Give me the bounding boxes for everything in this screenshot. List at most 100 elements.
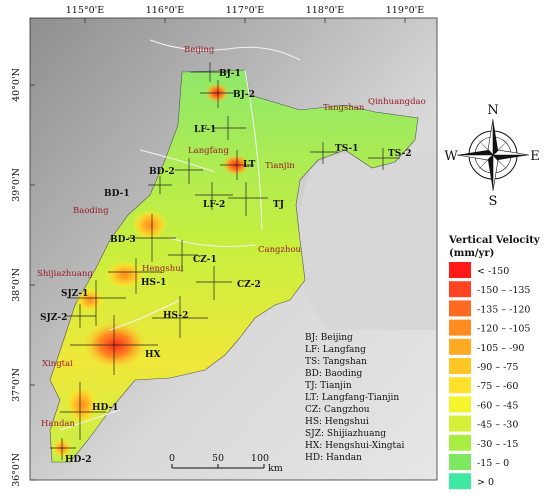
legend-swatch [449,415,471,432]
lon-tick-label: 119°0'E [386,5,425,16]
zone-label: SJZ-1 [61,289,88,299]
city-label: Hengshui [142,264,184,274]
lon-tick-label: 118°0'E [306,5,345,16]
legend-swatch [449,300,471,317]
zone-label: LF-2 [203,200,225,210]
lat-tick-label: 40°0'N [11,68,22,102]
legend-label: -15 – 0 [477,458,509,469]
lon-tick-label: 117°0'E [226,5,265,16]
legend-label: -105 – -90 [477,343,524,354]
city-label: Baoding [73,206,109,216]
abbreviation-entry: TS: Tangshan [305,357,367,367]
zone-label: TS-2 [388,149,412,159]
city-label: Tangshan [323,103,365,113]
zone-label: BD-2 [149,167,175,177]
legend-swatch [449,377,471,394]
lon-tick-label: 115°0'E [66,5,105,16]
legend-swatch [449,454,471,470]
lat-tick-label: 36°0'N [11,453,22,487]
legend-swatch [449,358,471,374]
legend-label: -30 – -15 [477,439,518,450]
boundary-lines [59,39,301,431]
city-label: Shijiazhuang [37,269,93,279]
zone-label: HS-1 [141,278,166,288]
city-label: Handan [41,419,75,429]
lat-tick-label: 38°0'N [11,268,22,302]
zone-label: CZ-2 [237,280,261,290]
abbreviation-entry: LT: Langfang-Tianjin [305,393,399,403]
legend-label: -135 – -120 [477,304,530,315]
scale-label: 50 [212,453,224,464]
abbreviation-key: BJ: Beijing LF: Langfang TS: Tangshan BD… [305,333,405,463]
abbreviation-entry: SJZ: Shijiazhuang [305,429,386,439]
abbreviation-entry: HS: Hengshui [305,417,369,427]
zone-label: BJ-2 [233,90,255,100]
scale-label: 0 [169,453,175,464]
lat-tick-label: 39°0'N [11,168,22,202]
zone-label: HD-2 [65,455,91,465]
zone-label: BJ-1 [219,69,241,79]
legend-title: (mm/yr) [449,248,494,259]
zone-label: HD-1 [92,403,118,413]
legend-label: > 0 [477,477,494,488]
legend-swatch [449,396,471,413]
legend-label: -45 – -30 [477,420,518,431]
map-frame [29,17,438,481]
legend-swatch [449,319,471,336]
zone-label: TS-1 [335,144,359,154]
city-label: Cangzhou [258,245,302,255]
legend: < -150 -150 – -135 -135 – -120 -120 – -105 -… [449,262,530,490]
abbreviation-entry: HX: Hengshui-Xingtai [305,441,405,451]
zone-label: HS-2 [163,311,188,321]
compass-w: W [444,149,458,164]
study-area [49,69,419,463]
legend-label: -120 – -105 [477,324,530,335]
legend-swatch [449,434,471,451]
compass-n: N [487,103,498,118]
legend-title: Vertical Velocity [448,235,541,246]
compass-s: S [489,194,498,209]
abbreviation-entry: BJ: Beijing [305,333,353,343]
zone-crosshairs [50,62,400,460]
compass-e: E [530,149,540,164]
legend-swatch [449,281,471,298]
zone-label: LF-1 [194,125,216,135]
zone-label: HX [145,350,161,360]
zone-label: SJZ-2 [40,313,67,323]
abbreviation-entry: TJ: Tianjin [305,381,352,391]
legend-label: -60 – -45 [477,400,518,411]
compass-rose [456,118,530,192]
legend-swatch [449,262,471,278]
legend-label: -150 – -135 [477,285,530,296]
legend-label: < -150 [477,266,509,277]
abbreviation-entry: CZ: Cangzhou [305,405,370,415]
legend-label: -90 – -75 [477,362,518,373]
legend-swatch [449,338,471,355]
bohai-sea [296,150,437,330]
city-label: Beijing [184,45,215,55]
scale-bar: 0 50 100 km [169,453,283,474]
zone-label: BD-3 [110,235,136,245]
graticule-ticks [30,18,406,481]
hotspot-sjz [76,288,104,312]
zone-label: BD-1 [104,189,130,199]
lon-tick-label: 116°0'E [146,5,185,16]
lat-tick-label: 37°0'N [11,368,22,402]
city-label: Tianjin [265,161,295,171]
abbreviation-entry: LF: Langfang [305,345,366,355]
city-label: Xingtai [42,359,73,369]
abbreviation-entry: HD: Handan [305,453,362,463]
zone-label: TJ [273,200,284,210]
city-label: Qinhuangdao [368,97,426,107]
hotspot-bd3 [132,209,168,241]
city-label: Langfang [188,146,229,156]
zone-label: LT [243,160,256,170]
scale-unit: km [268,463,283,474]
zone-label: CZ-1 [193,255,217,265]
legend-swatch [449,473,471,490]
hotspot-hd1 [66,385,98,425]
abbreviation-entry: BD: Baoding [305,369,363,379]
hotspot-hs1 [105,261,145,289]
legend-label: -75 – -60 [477,381,518,392]
